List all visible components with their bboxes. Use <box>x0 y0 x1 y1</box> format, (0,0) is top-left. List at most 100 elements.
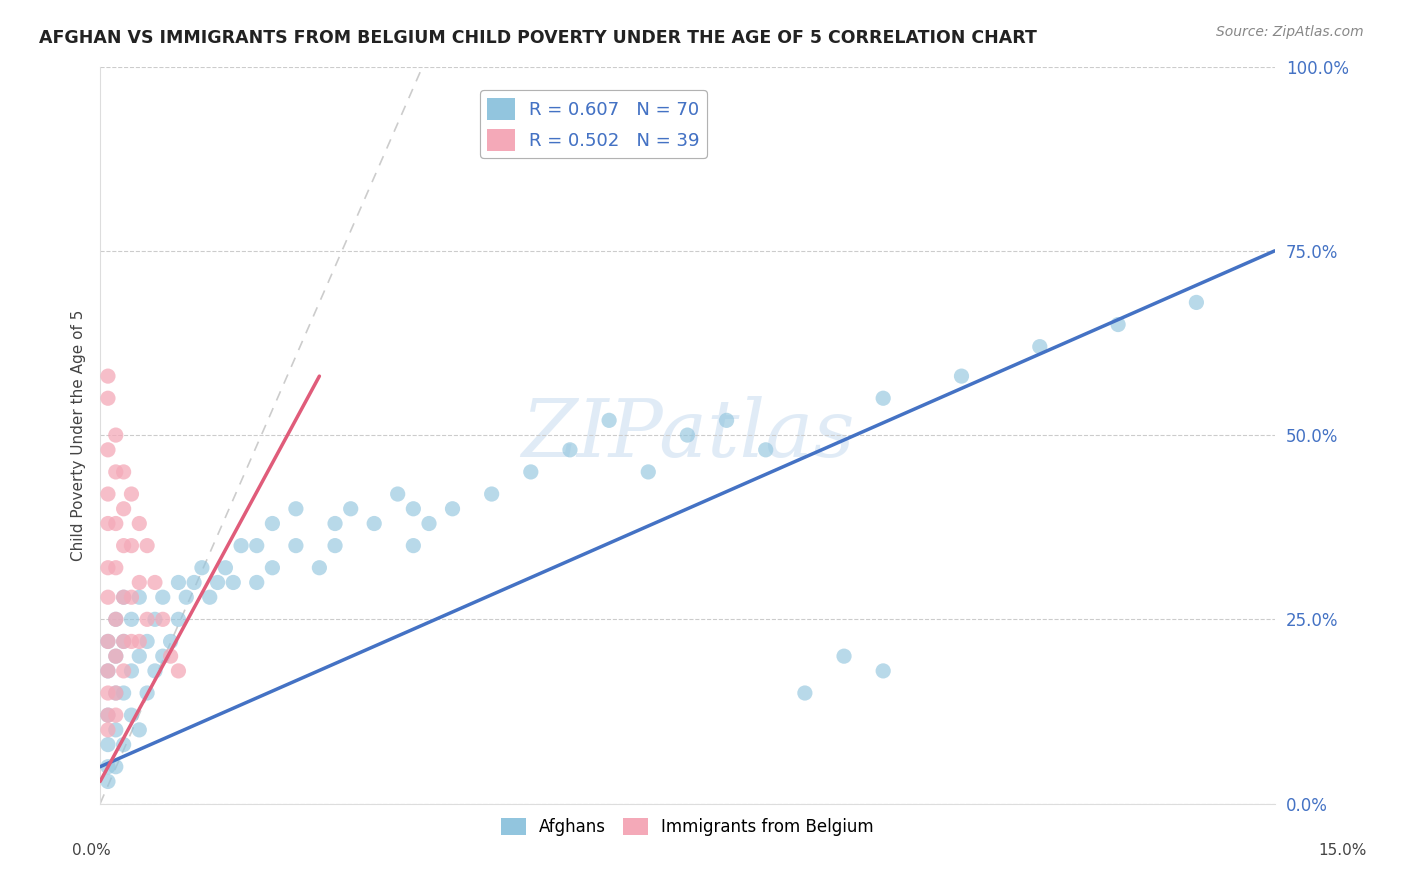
Point <box>793 686 815 700</box>
Point <box>128 649 150 664</box>
Point <box>481 487 503 501</box>
Point <box>97 708 120 723</box>
Point <box>104 760 127 774</box>
Point <box>441 501 464 516</box>
Point <box>97 686 120 700</box>
Point <box>520 465 543 479</box>
Point <box>112 591 135 605</box>
Point <box>104 686 127 700</box>
Point <box>112 539 135 553</box>
Point <box>418 516 440 531</box>
Y-axis label: Child Poverty Under the Age of 5: Child Poverty Under the Age of 5 <box>72 310 86 561</box>
Point <box>128 634 150 648</box>
Point <box>97 634 120 648</box>
Point <box>167 575 190 590</box>
Point <box>97 634 120 648</box>
Point <box>120 539 142 553</box>
Point <box>112 591 135 605</box>
Point <box>755 442 778 457</box>
Point <box>191 560 214 574</box>
Point <box>676 428 699 442</box>
Point <box>97 738 120 752</box>
Point <box>323 516 346 531</box>
Point <box>104 686 127 700</box>
Point <box>97 760 120 774</box>
Point <box>183 575 205 590</box>
Point <box>339 501 361 516</box>
Point <box>136 612 159 626</box>
Point <box>950 369 973 384</box>
Point <box>214 560 236 574</box>
Point <box>229 539 252 553</box>
Point <box>97 723 120 737</box>
Point <box>97 487 120 501</box>
Point <box>128 723 150 737</box>
Point <box>308 560 330 574</box>
Point <box>104 723 127 737</box>
Text: ZIPatlas: ZIPatlas <box>520 396 855 474</box>
Point <box>246 539 269 553</box>
Point <box>104 612 127 626</box>
Point <box>97 708 120 723</box>
Point <box>323 539 346 553</box>
Point <box>97 664 120 678</box>
Point <box>104 428 127 442</box>
Point <box>262 560 284 574</box>
Point <box>222 575 245 590</box>
Point <box>598 413 620 427</box>
Point <box>104 649 127 664</box>
Text: 15.0%: 15.0% <box>1319 843 1367 857</box>
Point <box>363 516 385 531</box>
Point <box>1107 318 1129 332</box>
Point <box>207 575 229 590</box>
Point <box>262 516 284 531</box>
Point <box>152 612 174 626</box>
Point <box>143 575 166 590</box>
Point <box>97 391 120 405</box>
Point <box>112 465 135 479</box>
Point <box>120 664 142 678</box>
Point <box>167 664 190 678</box>
Point <box>97 516 120 531</box>
Point <box>104 708 127 723</box>
Point <box>97 664 120 678</box>
Point <box>104 612 127 626</box>
Point <box>198 591 221 605</box>
Text: AFGHAN VS IMMIGRANTS FROM BELGIUM CHILD POVERTY UNDER THE AGE OF 5 CORRELATION C: AFGHAN VS IMMIGRANTS FROM BELGIUM CHILD … <box>39 29 1038 46</box>
Point <box>112 634 135 648</box>
Point <box>1029 340 1052 354</box>
Point <box>152 649 174 664</box>
Point <box>402 539 425 553</box>
Point <box>104 465 127 479</box>
Point <box>112 686 135 700</box>
Point <box>143 664 166 678</box>
Point <box>832 649 855 664</box>
Point <box>120 708 142 723</box>
Text: Source: ZipAtlas.com: Source: ZipAtlas.com <box>1216 25 1364 39</box>
Point <box>97 591 120 605</box>
Point <box>128 591 150 605</box>
Text: 0.0%: 0.0% <box>72 843 111 857</box>
Point <box>152 591 174 605</box>
Point <box>120 487 142 501</box>
Point <box>112 664 135 678</box>
Point <box>120 634 142 648</box>
Point <box>872 664 894 678</box>
Point <box>104 649 127 664</box>
Point <box>104 560 127 574</box>
Point <box>128 575 150 590</box>
Point <box>136 686 159 700</box>
Point <box>120 612 142 626</box>
Point <box>716 413 738 427</box>
Point <box>167 612 190 626</box>
Point <box>120 591 142 605</box>
Point <box>387 487 409 501</box>
Point <box>159 649 181 664</box>
Point <box>112 501 135 516</box>
Point <box>128 516 150 531</box>
Point <box>284 501 307 516</box>
Point <box>872 391 894 405</box>
Point <box>284 539 307 553</box>
Point <box>112 738 135 752</box>
Point <box>637 465 659 479</box>
